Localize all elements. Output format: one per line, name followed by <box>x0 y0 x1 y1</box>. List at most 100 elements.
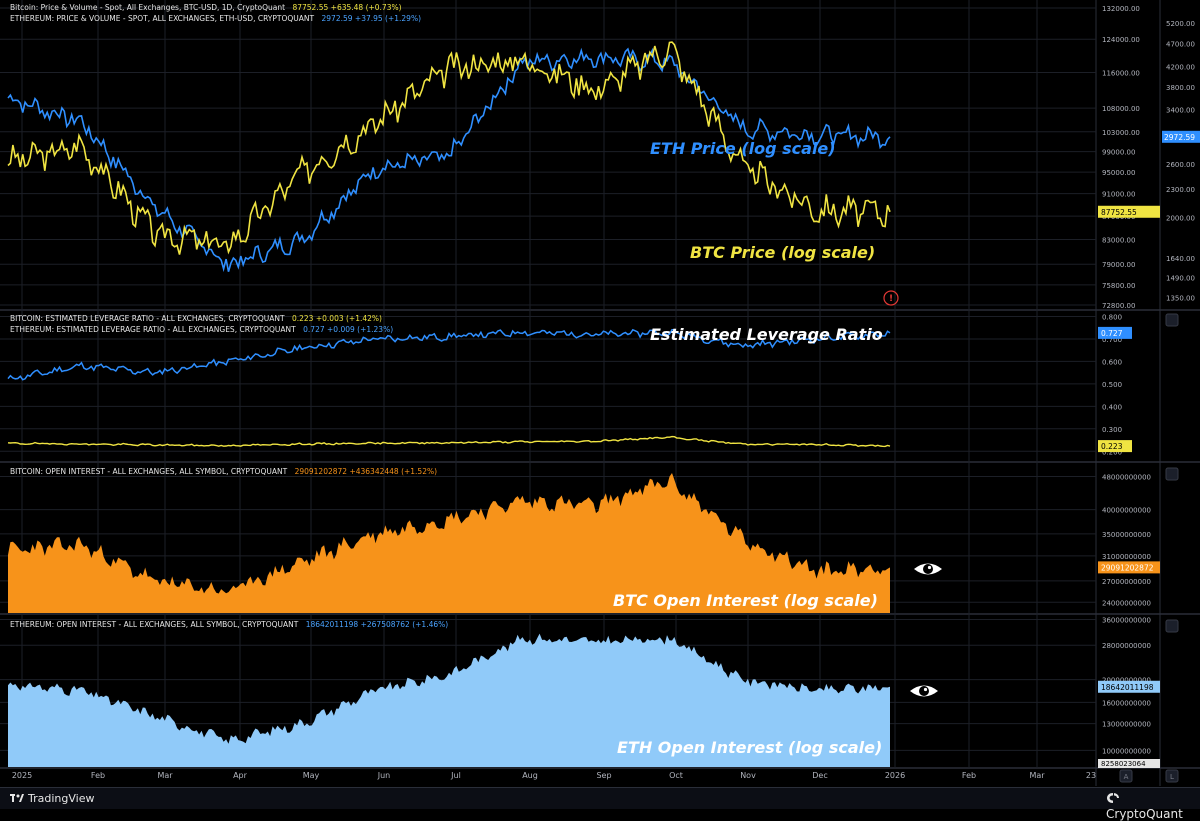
x-tick-label: Sep <box>596 771 611 780</box>
eth-oi-last-label-bg <box>1098 680 1160 693</box>
legend-btc-price-name: Bitcoin: Price & Volume - Spot, All Exch… <box>10 3 286 12</box>
eye-icon-glint <box>923 687 928 692</box>
btc-oi-tick: 31000000000 <box>1102 553 1151 561</box>
leverage-tick: 0.800 <box>1102 313 1122 321</box>
panel-scale-badge <box>1165 313 1179 327</box>
alert-icon <box>883 290 899 306</box>
eth-price-tick: 4200.00 <box>1166 64 1195 72</box>
x-tick-label: Apr <box>233 771 248 780</box>
eth-price-tick: 2000.00 <box>1166 214 1195 222</box>
eth-leverage-last-label: 0.727 <box>1101 329 1123 338</box>
tradingview-brand[interactable]: TradingView <box>10 792 94 806</box>
x-tick-label: Mar <box>157 771 173 780</box>
leverage-tick: 0.300 <box>1102 426 1122 434</box>
eth-oi-last-label: 18642011198 <box>1101 683 1154 692</box>
eye-icon-iris <box>923 564 933 574</box>
eth-price-tick: 1640.00 <box>1166 255 1195 263</box>
price-legend-eth[interactable]: ETHEREUM: PRICE & VOLUME - SPOT, ALL EXC… <box>10 14 421 23</box>
eth-leverage-last-bg <box>1098 326 1132 339</box>
btc-price-tick: 83000.00 <box>1102 237 1135 245</box>
btc-last-price-label: 87752.55 <box>1101 208 1137 217</box>
leverage-legend-btc[interactable]: BITCOIN: ESTIMATED LEVERAGE RATIO - ALL … <box>10 314 382 323</box>
btc-oi-tick: 27000000000 <box>1102 578 1151 586</box>
cryptoquant-label: CryptoQuant <box>1106 807 1183 821</box>
btc-oi-tick: 48000000000 <box>1102 474 1151 482</box>
btc-price-tick: 99000.00 <box>1102 149 1135 157</box>
eth-oi-tick: 16000000000 <box>1102 699 1151 707</box>
legend-btc-leverage-value: 0.223 <box>291 314 314 323</box>
annotation-eth-price: ETH Price (log scale) <box>650 139 836 158</box>
eth-oi-tick: 28000000000 <box>1102 642 1151 650</box>
leverage-tick: 0.700 <box>1102 336 1122 344</box>
x-tick-label: Nov <box>740 771 756 780</box>
panel-scale-badge <box>1165 467 1179 481</box>
eth-leverage-line <box>7 328 891 381</box>
legend-eth-price-change: +37.95 (+1.29%) <box>354 14 422 23</box>
price-legend-btc[interactable]: Bitcoin: Price & Volume - Spot, All Exch… <box>10 3 402 12</box>
eth-oi-legend[interactable]: ETHEREUM: OPEN INTEREST - ALL EXCHANGES,… <box>10 620 448 629</box>
legend-eth-leverage-name: ETHEREUM: ESTIMATED LEVERAGE RATIO - ALL… <box>10 325 296 334</box>
legend-btc-oi-value: 29091202872 <box>294 467 348 476</box>
legend-eth-price-value: 2972.59 <box>321 14 353 23</box>
eth-oi-tick: 10000000000 <box>1102 747 1151 755</box>
x-tick-label: Dec <box>812 771 827 780</box>
axis-badge-bg <box>1119 769 1133 783</box>
tradingview-logo-icon <box>10 793 24 806</box>
annotation-btc-price: BTC Price (log scale) <box>690 243 876 262</box>
legend-eth-leverage-value: 0.727 <box>303 325 325 334</box>
x-tick-label: Oct <box>669 771 683 780</box>
btc-price-tick: 124000.00 <box>1102 36 1140 44</box>
btc-oi-tick: 24000000000 <box>1102 599 1151 607</box>
leverage-tick: 0.400 <box>1102 403 1122 411</box>
btc-price-tick: 72800.00 <box>1102 302 1135 310</box>
eth-oi-tick: 20000000000 <box>1102 677 1151 685</box>
btc-oi-last-label-bg <box>1098 561 1160 574</box>
cryptoquant-brand[interactable]: CryptoQuant <box>1106 792 1200 821</box>
legend-btc-price-change: +635.48 (+0.73%) <box>330 3 402 12</box>
eth-price-line <box>7 47 891 273</box>
legend-btc-oi-change: +436342448 (+1.52%) <box>349 467 438 476</box>
eth-oi-tick: 36000000000 <box>1102 617 1151 625</box>
x-tick-label: May <box>303 771 320 780</box>
cryptoquant-logo-icon <box>1106 792 1120 807</box>
x-tick-label: 2026 <box>885 771 905 780</box>
eth-last-price-bg <box>1162 130 1200 143</box>
leverage-tick: 0.200 <box>1102 448 1122 456</box>
eth-price-tick: 5200.00 <box>1166 20 1195 28</box>
x-tick-label: Mar <box>1029 771 1045 780</box>
leverage-tick: 0.600 <box>1102 358 1122 366</box>
tradingview-label: TradingView <box>28 792 95 805</box>
btc-oi-tick: 40000000000 <box>1102 507 1151 515</box>
annotation-btc-oi: BTC Open Interest (log scale) <box>613 591 878 610</box>
x-tick-label: Feb <box>91 771 105 780</box>
annotation-leverage: Estimated Leverage Ratio <box>650 325 883 344</box>
x-tick-label: Aug <box>522 771 538 780</box>
btc-oi-legend[interactable]: BITCOIN: OPEN INTEREST - ALL EXCHANGES, … <box>10 467 437 476</box>
btc-leverage-line <box>7 435 891 448</box>
eth-price-tick: 3400.00 <box>1166 106 1195 114</box>
legend-btc-leverage-change: +0.003 (+1.42%) <box>315 314 382 323</box>
leverage-tick: 0.500 <box>1102 381 1122 389</box>
legend-btc-leverage-name: BITCOIN: ESTIMATED LEVERAGE RATIO - ALL … <box>10 314 285 323</box>
btc-price-tick: 116000.00 <box>1102 69 1140 77</box>
eth-price-tick: 4700.00 <box>1166 41 1195 49</box>
x-tick-label: Jun <box>377 771 391 780</box>
leverage-legend-eth[interactable]: ETHEREUM: ESTIMATED LEVERAGE RATIO - ALL… <box>10 325 393 334</box>
eth-price-tick: 2600.00 <box>1166 161 1195 169</box>
x-tick-label: Jul <box>450 771 461 780</box>
legend-eth-oi-name: ETHEREUM: OPEN INTEREST - ALL EXCHANGES,… <box>10 620 299 629</box>
eth-price-tick: 1490.00 <box>1166 274 1195 282</box>
btc-leverage-last-label: 0.223 <box>1101 442 1123 451</box>
eye-icon[interactable] <box>914 563 942 575</box>
btc-price-line <box>7 41 891 255</box>
eye-icon[interactable] <box>910 685 938 697</box>
eth-price-tick: 3800.00 <box>1166 84 1195 92</box>
x-tick-label: 2025 <box>12 771 32 780</box>
btc-price-tick: 91000.00 <box>1102 191 1135 199</box>
eth-oi-tick: 13000000000 <box>1102 721 1151 729</box>
eye-icon-glint <box>927 565 932 570</box>
btc-last-price-label-bg <box>1098 205 1160 218</box>
btc-leverage-last-bg <box>1098 440 1132 453</box>
